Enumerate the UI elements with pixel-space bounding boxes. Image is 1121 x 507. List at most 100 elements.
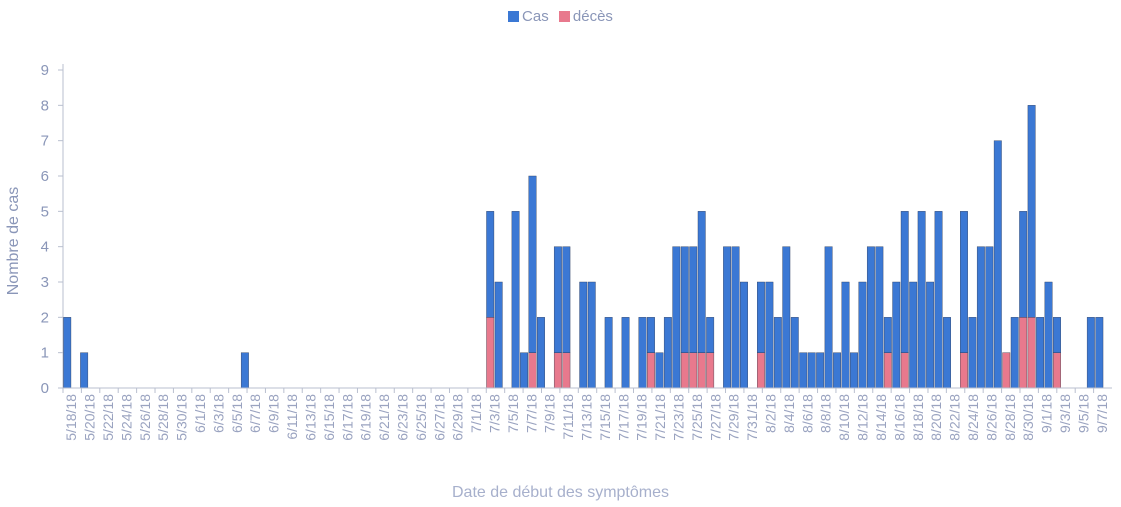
x-tick-label: 7/13/18 (579, 394, 595, 441)
bar-cas (858, 281, 867, 389)
bar-cas (833, 352, 841, 389)
x-tick-label: 6/15/18 (321, 394, 337, 441)
bar-cas (790, 317, 799, 389)
x-tick-label: 8/20/18 (928, 394, 944, 441)
x-tick-label: 7/21/18 (652, 394, 668, 441)
y-tick-label: 1 (41, 345, 49, 362)
x-tick-label: 7/27/18 (707, 394, 723, 441)
bar-cas (680, 246, 689, 353)
bar-cas (841, 281, 850, 389)
x-tick-label: 7/9/18 (542, 394, 558, 433)
x-tick-label: 6/13/18 (302, 394, 318, 441)
bar-cas (976, 246, 985, 389)
bar-cas (782, 246, 791, 389)
bar-cas (240, 352, 249, 389)
x-tick-label: 8/24/18 (965, 394, 981, 441)
x-tick-label: 6/5/18 (229, 394, 245, 433)
bar-cas (80, 352, 89, 389)
x-tick-label: 5/18/18 (63, 394, 79, 441)
legend-swatch-cas (508, 11, 520, 22)
x-tick-label: 6/29/18 (450, 394, 466, 441)
x-tick-label: 6/1/18 (192, 394, 208, 433)
bar-deces (562, 352, 571, 389)
y-tick-label: 2 (41, 309, 49, 326)
bar-cas (960, 211, 968, 353)
bar-cas (968, 317, 977, 389)
bar-cas (866, 246, 875, 389)
x-tick-label: 8/26/18 (983, 394, 999, 441)
bar-deces (900, 352, 909, 389)
bar-cas (1036, 317, 1045, 389)
bar-deces (697, 352, 706, 389)
bar-deces (960, 352, 968, 389)
bar-cas (1086, 317, 1095, 389)
x-tick-label: 6/19/18 (358, 394, 374, 441)
x-tick-label: 6/3/18 (210, 394, 226, 433)
x-tick-label: 9/1/18 (1039, 394, 1055, 433)
x-tick-label: 6/21/18 (376, 394, 392, 441)
x-tick-label: 8/6/18 (799, 394, 815, 433)
x-tick-label: 7/11/18 (560, 394, 576, 440)
bar-deces (689, 352, 698, 389)
bar-cas (917, 211, 926, 389)
bar-cas (511, 211, 520, 389)
x-tick-label: 5/28/18 (155, 394, 171, 441)
bar-cas (985, 246, 994, 389)
x-tick-label: 8/12/18 (855, 394, 871, 441)
bar-cas (697, 211, 706, 353)
bar-cas (765, 281, 774, 389)
bar-cas (562, 246, 571, 353)
bar-cas (993, 140, 1002, 389)
bar-deces (1002, 352, 1011, 389)
bar-cas (892, 281, 901, 389)
bar-cas (1044, 281, 1053, 389)
bar-cas (1010, 317, 1019, 389)
bar-cas (1095, 317, 1104, 389)
x-tick-label: 6/23/18 (394, 394, 410, 441)
bar-deces (680, 352, 689, 389)
y-tick-label: 8 (41, 97, 49, 114)
y-tick-label: 9 (41, 62, 49, 79)
legend-swatch-deces (558, 11, 570, 22)
x-tick-label: 7/19/18 (634, 394, 650, 441)
x-tick-label: 7/25/18 (689, 394, 705, 441)
bar-cas (486, 211, 495, 318)
x-tick-label: 6/7/18 (247, 394, 263, 433)
bar-cas (689, 246, 698, 353)
bar-cas (900, 211, 909, 353)
x-tick-label: 5/20/18 (82, 394, 98, 441)
x-tick-label: 8/4/18 (781, 394, 797, 433)
x-tick-label: 8/16/18 (891, 394, 907, 441)
x-tick-label: 8/8/18 (818, 394, 834, 433)
bar-cas (494, 281, 503, 389)
x-tick-label: 6/25/18 (413, 394, 429, 441)
bar-cas (731, 246, 740, 389)
y-tick-label: 7 (41, 133, 49, 150)
bar-deces (757, 352, 765, 389)
y-tick-label: 5 (41, 203, 49, 220)
legend-item-deces: décès (558, 8, 613, 25)
bar-deces (706, 352, 715, 389)
x-tick-label: 8/10/18 (836, 394, 852, 441)
bar-cas (672, 246, 681, 389)
x-tick-label: 9/7/18 (1094, 394, 1110, 433)
x-tick-label: 7/23/18 (671, 394, 687, 441)
bar-cas (706, 317, 715, 353)
x-tick-label: 9/3/18 (1057, 394, 1073, 433)
x-tick-label: 7/7/18 (523, 394, 539, 433)
x-tick-label: 7/3/18 (486, 394, 502, 433)
bar-cas (647, 317, 655, 353)
y-tick-label: 6 (41, 168, 49, 185)
x-tick-label: 6/9/18 (266, 394, 282, 433)
bar-cas (757, 281, 765, 353)
bar-cas (1027, 105, 1036, 318)
x-tick-label: 9/5/18 (1075, 394, 1091, 433)
x-tick-label: 5/22/18 (100, 394, 116, 441)
x-tick-label: 8/30/18 (1020, 394, 1036, 441)
x-tick-label: 7/15/18 (597, 394, 613, 441)
bar-cas (824, 246, 833, 389)
x-tick-label: 7/17/18 (615, 394, 631, 441)
bar-cas (621, 317, 630, 389)
bar-cas (723, 246, 732, 389)
